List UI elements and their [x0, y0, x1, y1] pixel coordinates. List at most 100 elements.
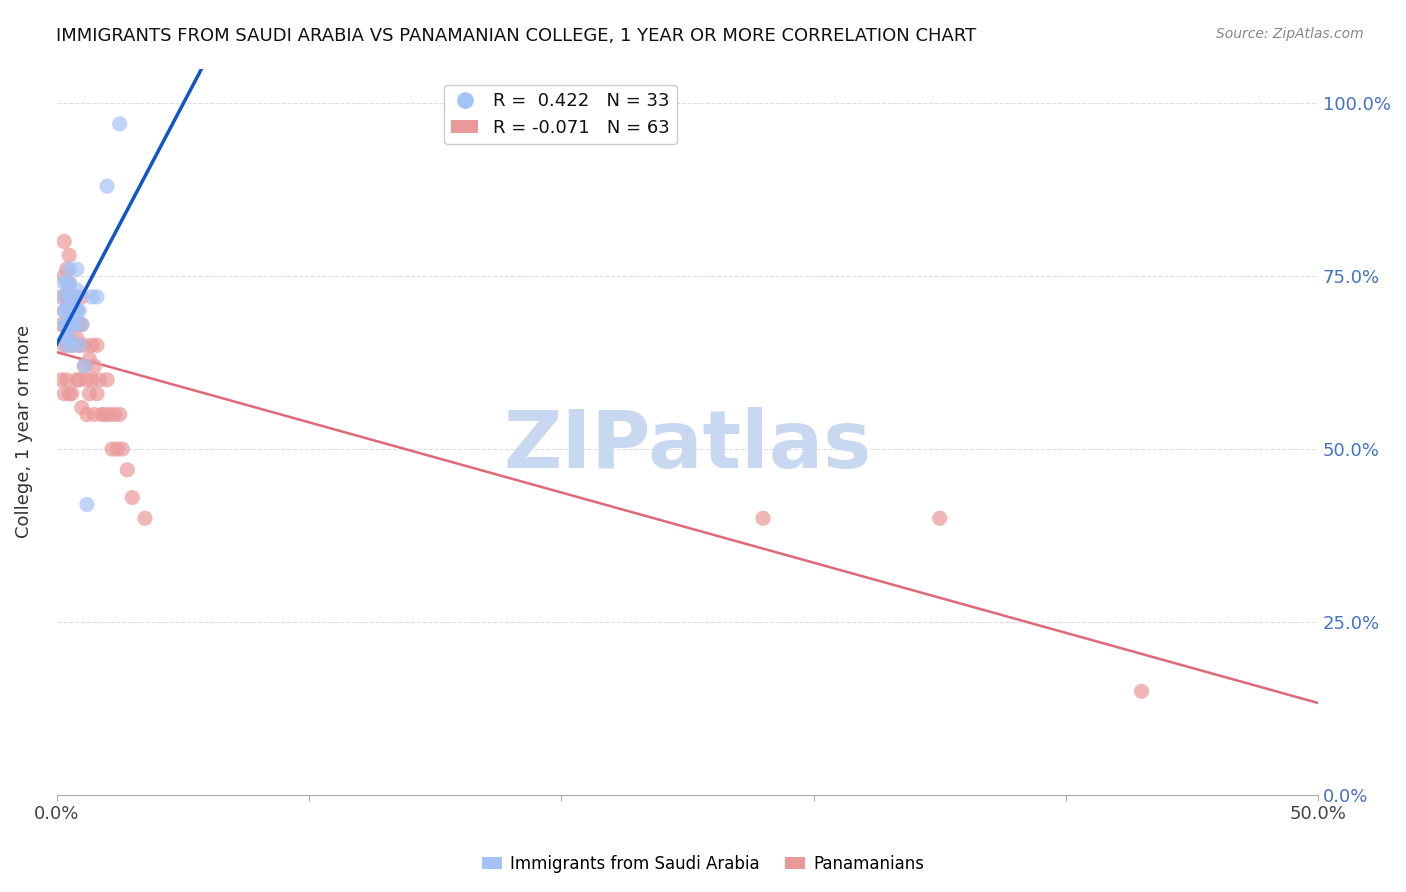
Point	[55, 373, 77, 387]
Point	[105, 442, 128, 456]
Point	[55, 318, 77, 332]
Point	[53, 318, 76, 332]
Legend: Immigrants from Saudi Arabia, Panamanians: Immigrants from Saudi Arabia, Panamanian…	[475, 848, 931, 880]
Point	[63, 338, 86, 352]
Point	[67, 338, 90, 352]
Point	[60, 318, 83, 332]
Point	[66, 331, 89, 345]
Point	[58, 331, 80, 345]
Point	[86, 338, 108, 352]
Point	[55, 318, 77, 332]
Point	[66, 283, 89, 297]
Point	[58, 290, 80, 304]
Point	[76, 498, 98, 512]
Point	[55, 290, 77, 304]
Point	[86, 290, 108, 304]
Point	[83, 359, 105, 373]
Point	[53, 290, 76, 304]
Point	[66, 373, 89, 387]
Point	[86, 386, 108, 401]
Point	[55, 290, 77, 304]
Point	[111, 442, 134, 456]
Point	[98, 408, 121, 422]
Point	[55, 338, 77, 352]
Point	[51, 373, 73, 387]
Point	[752, 511, 775, 525]
Point	[51, 290, 73, 304]
Point	[76, 373, 98, 387]
Point	[53, 235, 76, 249]
Point	[60, 338, 83, 352]
Point	[80, 338, 103, 352]
Legend: R =  0.422   N = 33, R = -0.071   N = 63: R = 0.422 N = 33, R = -0.071 N = 63	[444, 85, 676, 145]
Point	[96, 179, 118, 194]
Point	[53, 386, 76, 401]
Point	[53, 338, 76, 352]
Point	[60, 290, 83, 304]
Point	[93, 408, 115, 422]
Point	[63, 290, 86, 304]
Point	[55, 338, 77, 352]
Point	[67, 338, 90, 352]
Point	[66, 303, 89, 318]
Point	[67, 303, 90, 318]
Point	[83, 408, 105, 422]
Point	[70, 318, 93, 332]
Text: IMMIGRANTS FROM SAUDI ARABIA VS PANAMANIAN COLLEGE, 1 YEAR OR MORE CORRELATION C: IMMIGRANTS FROM SAUDI ARABIA VS PANAMANI…	[56, 27, 977, 45]
Point	[108, 408, 131, 422]
Point	[76, 408, 98, 422]
Point	[73, 359, 96, 373]
Point	[55, 331, 77, 345]
Point	[67, 373, 90, 387]
Point	[73, 359, 96, 373]
Point	[70, 318, 93, 332]
Point	[60, 386, 83, 401]
Point	[55, 303, 77, 318]
Point	[55, 262, 77, 277]
Point	[58, 386, 80, 401]
Point	[63, 290, 86, 304]
Point	[51, 318, 73, 332]
Point	[101, 442, 124, 456]
Point	[53, 303, 76, 318]
Point	[58, 276, 80, 290]
Point	[58, 276, 80, 290]
Point	[58, 303, 80, 318]
Point	[117, 463, 139, 477]
Text: ZIPatlas: ZIPatlas	[503, 408, 872, 485]
Point	[53, 303, 76, 318]
Point	[79, 352, 101, 367]
Point	[53, 269, 76, 284]
Point	[58, 303, 80, 318]
Point	[70, 401, 93, 415]
Point	[60, 290, 83, 304]
Point	[58, 318, 80, 332]
Y-axis label: College, 1 year or more: College, 1 year or more	[15, 326, 32, 539]
Point	[67, 318, 90, 332]
Point	[55, 276, 77, 290]
Point	[73, 338, 96, 352]
Text: Source: ZipAtlas.com: Source: ZipAtlas.com	[1216, 27, 1364, 41]
Point	[1130, 684, 1153, 698]
Point	[58, 248, 80, 262]
Point	[60, 318, 83, 332]
Point	[91, 408, 114, 422]
Point	[89, 373, 111, 387]
Point	[53, 276, 76, 290]
Point	[80, 373, 103, 387]
Point	[63, 318, 86, 332]
Point	[928, 511, 950, 525]
Point	[58, 262, 80, 277]
Point	[66, 303, 89, 318]
Point	[96, 373, 118, 387]
Point	[58, 331, 80, 345]
Point	[121, 491, 143, 505]
Point	[63, 318, 86, 332]
Point	[70, 290, 93, 304]
Point	[134, 511, 156, 525]
Point	[60, 338, 83, 352]
Point	[66, 262, 89, 277]
Point	[104, 408, 127, 422]
Point	[79, 386, 101, 401]
Point	[80, 290, 103, 304]
